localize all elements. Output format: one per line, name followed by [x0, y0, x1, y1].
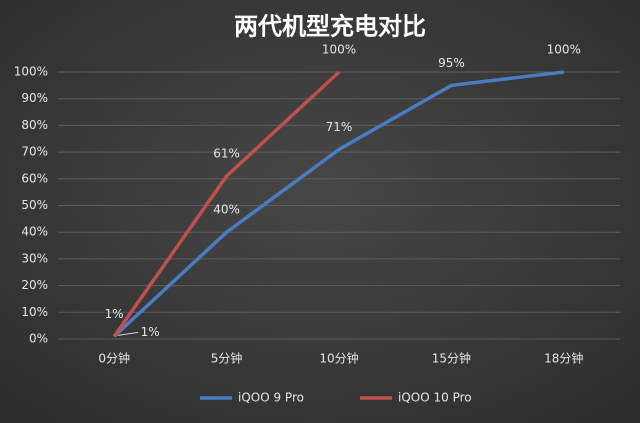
- x-tick-label: 10分钟: [319, 351, 358, 366]
- y-tick-label: 50%: [21, 198, 48, 212]
- y-tick-label: 40%: [21, 225, 48, 239]
- y-tick-label: 20%: [21, 278, 48, 292]
- x-tick-label: 0分钟: [98, 351, 130, 366]
- data-label: 100%: [547, 43, 581, 57]
- data-label: 61%: [213, 147, 240, 161]
- leader-line: [118, 331, 139, 336]
- data-label: 95%: [438, 56, 465, 70]
- y-tick-label: 100%: [14, 65, 48, 79]
- legend-label: iQOO 10 Pro: [398, 391, 472, 405]
- y-tick-label: 90%: [21, 91, 48, 105]
- y-tick-label: 80%: [21, 118, 48, 132]
- y-tick-label: 60%: [21, 171, 48, 185]
- data-label: 40%: [213, 203, 240, 217]
- chart-title: 两代机型充电对比: [234, 12, 426, 41]
- x-tick-label: 5分钟: [211, 351, 243, 366]
- data-label: 100%: [322, 43, 356, 57]
- y-tick-label: 10%: [21, 305, 48, 319]
- data-label: 1%: [105, 307, 124, 321]
- data-label: 1%: [141, 325, 160, 339]
- x-tick-label: 18分钟: [544, 351, 583, 366]
- data-label: 71%: [326, 120, 353, 134]
- y-tick-label: 0%: [29, 332, 48, 346]
- y-tick-label: 70%: [21, 145, 48, 159]
- series-line: [112, 70, 341, 338]
- x-tick-label: 15分钟: [432, 351, 471, 366]
- legend-label: iQOO 9 Pro: [238, 391, 304, 405]
- series-line: [113, 70, 565, 338]
- y-tick-label: 30%: [21, 251, 48, 265]
